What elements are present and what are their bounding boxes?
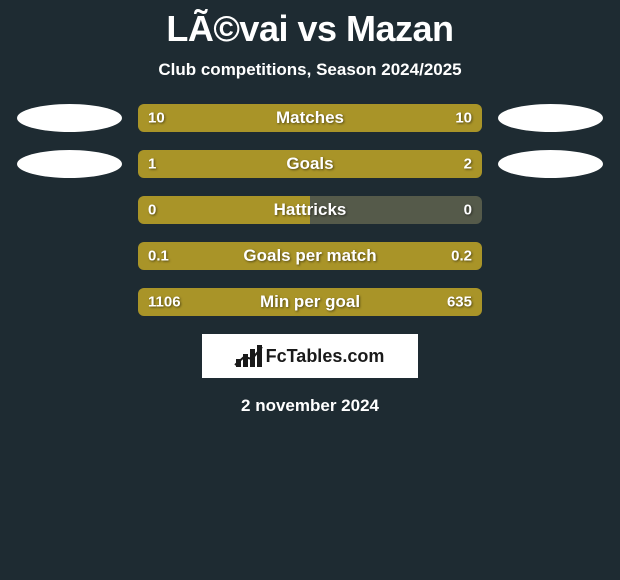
player-right-ellipse: [498, 150, 603, 178]
stat-left-value: 1106: [148, 294, 181, 311]
stat-row: 0 0 Hattricks: [0, 196, 620, 224]
subtitle: Club competitions, Season 2024/2025: [0, 60, 620, 80]
stat-bar: 0 0 Hattricks: [138, 196, 482, 224]
player-left-ellipse: [17, 150, 122, 178]
stat-bar: 10 10 Matches: [138, 104, 482, 132]
player-left-ellipse: [17, 104, 122, 132]
stat-label: Goals per match: [243, 246, 376, 266]
stat-bar: 1106 635 Min per goal: [138, 288, 482, 316]
stat-left-value: 1: [148, 156, 156, 173]
chart-icon: [236, 345, 262, 367]
date-label: 2 november 2024: [0, 396, 620, 416]
stat-right-value: 635: [447, 294, 472, 311]
stat-row: 10 10 Matches: [0, 104, 620, 132]
stat-bar: 0.1 0.2 Goals per match: [138, 242, 482, 270]
stats-rows: 10 10 Matches 1 2 Goals 0 0 Hattricks 0.1 0.2 Goals…: [0, 104, 620, 316]
stat-right-value: 0: [464, 202, 472, 219]
player-right-ellipse: [498, 104, 603, 132]
stat-row: 1 2 Goals: [0, 150, 620, 178]
stat-right-value: 2: [464, 156, 472, 173]
stat-label: Goals: [286, 154, 333, 174]
stat-label: Min per goal: [260, 292, 360, 312]
bar-right-fill: [245, 150, 482, 178]
stat-row: 1106 635 Min per goal: [0, 288, 620, 316]
stat-label: Matches: [276, 108, 344, 128]
stat-label: Hattricks: [274, 200, 347, 220]
stat-left-value: 0.1: [148, 248, 169, 265]
fctables-logo[interactable]: FcTables.com: [202, 334, 418, 378]
stat-left-value: 0: [148, 202, 156, 219]
logo-text: FcTables.com: [266, 346, 385, 367]
stat-bar: 1 2 Goals: [138, 150, 482, 178]
comparison-widget: LÃ©vai vs Mazan Club competitions, Seaso…: [0, 0, 620, 416]
stat-row: 0.1 0.2 Goals per match: [0, 242, 620, 270]
stat-right-value: 10: [455, 110, 472, 127]
stat-left-value: 10: [148, 110, 165, 127]
page-title: LÃ©vai vs Mazan: [0, 8, 620, 50]
stat-right-value: 0.2: [451, 248, 472, 265]
